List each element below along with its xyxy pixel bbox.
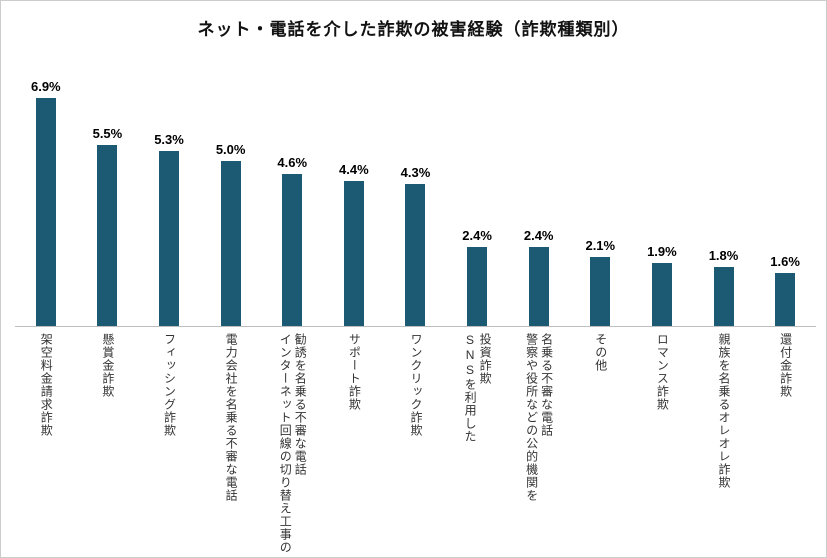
bar-value-label: 4.6% [277, 155, 308, 171]
chart-column: 4.3% ワンクリック詐欺 [385, 1, 447, 557]
bar [405, 184, 426, 326]
category-label: インターネット回線の切り替え工事の 勧誘を名乗る不審な電話 [278, 333, 308, 554]
bar-area: 5.3% [154, 1, 184, 326]
bar-area: 1.8% [708, 1, 739, 326]
bar-value-label: 5.5% [92, 125, 123, 141]
chart-column: 5.3% フィッシング詐欺 [138, 1, 200, 557]
bar-area: 5.0% [215, 1, 246, 326]
bar-area: 5.5% [92, 1, 123, 326]
bar-value-label: 5.3% [154, 132, 184, 148]
chart-column: 2.4% SNSを利用した 投資詐欺 [446, 1, 508, 557]
bar [159, 151, 180, 326]
bar-area: 1.6% [770, 1, 800, 326]
category-label: ワンクリック詐欺 [408, 333, 423, 437]
bar-area: 4.6% [277, 1, 307, 326]
bar-value-label: 4.3% [400, 165, 431, 181]
x-axis-line [15, 326, 816, 327]
bar [220, 161, 241, 326]
bar-area: 1.9% [647, 1, 677, 326]
bar [651, 263, 672, 326]
bar-area: 2.4% [462, 1, 492, 326]
chart-column: 4.6% インターネット回線の切り替え工事の 勧誘を名乗る不審な電話 [261, 1, 323, 557]
category-label: 還付金詐欺 [778, 333, 793, 398]
chart-column: 2.1% その他 [569, 1, 631, 557]
bar [97, 144, 118, 326]
bar-area: 6.9% [31, 1, 61, 326]
bar-value-label: 1.8% [708, 247, 739, 263]
category-label: SNSを利用した 投資詐欺 [463, 333, 493, 443]
bar-value-label: 1.9% [647, 244, 677, 260]
chart-column: 2.4% 警察や役所などの公的機関を 名乗る不審な電話 [508, 1, 570, 557]
bar [282, 174, 303, 326]
bar [775, 273, 796, 326]
bar-value-label: 2.4% [462, 227, 492, 243]
bar-value-label: 2.1% [585, 237, 616, 253]
bar-area: 2.4% [524, 1, 554, 326]
chart-column: 6.9% 架空料金請求詐欺 [15, 1, 77, 557]
chart-column: 1.6% 還付金詐欺 [754, 1, 816, 557]
bar [35, 98, 56, 326]
category-label: 懸賞金詐欺 [100, 333, 115, 398]
bar-value-label: 6.9% [30, 79, 61, 95]
bar [467, 246, 488, 326]
bar-value-label: 4.4% [339, 161, 369, 177]
chart-title: ネット・電話を介した詐欺の被害経験（詐欺種類別） [197, 20, 630, 39]
chart-column: 4.4% サポート詐欺 [323, 1, 385, 557]
bar-area: 2.1% [585, 1, 615, 326]
bar-area: 4.3% [400, 1, 431, 326]
bar-value-label: 2.4% [523, 227, 554, 243]
category-label: ロマンス詐欺 [655, 333, 670, 411]
bar [528, 246, 549, 326]
bar-value-label: 5.0% [215, 142, 246, 157]
category-label: その他 [593, 333, 608, 372]
bar [590, 256, 611, 326]
chart-column: 1.8% 親族を名乗るオレオレ詐欺 [693, 1, 755, 557]
bar-area: 4.4% [339, 1, 369, 326]
bar [713, 266, 734, 326]
chart-column: 1.9% ロマンス詐欺 [631, 1, 693, 557]
category-label: フィッシング詐欺 [162, 333, 177, 437]
bar-value-label: 1.6% [770, 254, 800, 270]
category-label: 架空料金請求詐欺 [39, 333, 54, 437]
category-label: 親族を名乗るオレオレ詐欺 [717, 333, 731, 489]
category-label: サポート詐欺 [347, 333, 362, 411]
bar [343, 180, 364, 326]
category-label: 警察や役所などの公的機関を 名乗る不審な電話 [524, 333, 554, 502]
chart-column: 5.0% 電力会社を名乗る不審な電話 [200, 1, 262, 557]
chart-column: 5.5% 懸賞金詐欺 [77, 1, 139, 557]
category-label: 電力会社を名乗る不審な電話 [224, 333, 239, 502]
plot-area: 6.9% 架空料金請求詐欺 5.5% 懸賞金詐欺 5.3% フィッシング詐欺 5.0% 電力会… [15, 1, 816, 557]
